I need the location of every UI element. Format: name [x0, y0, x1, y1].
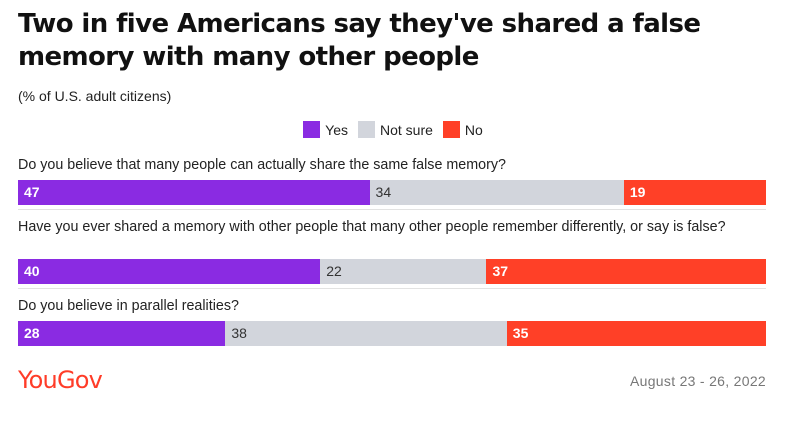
segment-no: 37	[486, 259, 766, 284]
data-label: 40	[24, 263, 40, 279]
question-label: Do you believe in parallel realities?	[18, 298, 239, 314]
legend-swatch-not-sure	[358, 121, 375, 138]
survey-date: August 23 - 26, 2022	[630, 373, 766, 389]
data-label: 38	[231, 325, 247, 341]
legend-swatch-yes	[303, 121, 321, 138]
legend-label-yes: Yes	[325, 121, 348, 138]
question-label: Have you ever shared a memory with other…	[18, 219, 726, 235]
data-label: 22	[326, 263, 342, 279]
question-label: Do you believe that many people can actu…	[18, 157, 506, 173]
segment-no: 19	[623, 180, 766, 205]
legend-item-yes: Yes	[303, 121, 348, 138]
data-label: 28	[24, 325, 40, 341]
segment-yes: 47	[18, 180, 370, 205]
legend-swatch-no	[442, 121, 460, 138]
yougov-logo: YouGov	[18, 366, 103, 394]
chart-subtitle: (% of U.S. adult citizens)	[18, 88, 172, 104]
chart-title: Two in five Americans say they've shared…	[18, 9, 701, 72]
data-label: 35	[512, 325, 529, 341]
segment-yes: 28	[18, 321, 226, 346]
legend-item-no: No	[442, 121, 483, 138]
segment-not-sure: 22	[320, 259, 487, 284]
data-label: 34	[375, 184, 392, 200]
legend-label-no: No	[464, 121, 483, 138]
segment-yes: 40	[18, 259, 321, 284]
data-label: 19	[629, 184, 646, 200]
stacked-bar: 47 34 19	[18, 180, 766, 205]
stacked-bar: 28 38 35	[18, 321, 766, 346]
legend-label-not-sure: Not sure	[380, 121, 433, 138]
segment-not-sure: 38	[225, 321, 507, 346]
segment-no: 35	[506, 321, 766, 346]
row-divider	[18, 288, 766, 289]
stacked-bar: 40 22 37	[18, 259, 766, 284]
row-divider	[18, 209, 766, 210]
data-label: 47	[24, 184, 40, 200]
segment-not-sure: 34	[369, 180, 624, 205]
data-label: 37	[492, 263, 509, 279]
legend: Yes Not sure No	[0, 121, 786, 138]
legend-item-not-sure: Not sure	[358, 121, 433, 138]
